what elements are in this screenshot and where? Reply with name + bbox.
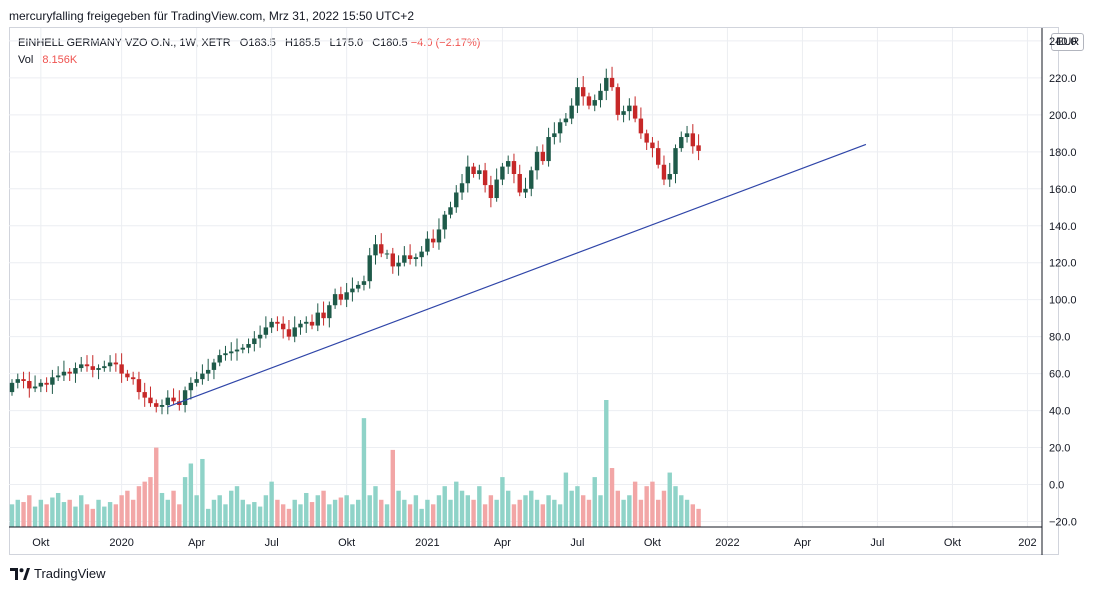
tradingview-logo-icon bbox=[10, 567, 30, 580]
share-header: mercuryfalling freigegeben für TradingVi… bbox=[9, 9, 414, 23]
volume-value: 8.156K bbox=[42, 54, 78, 66]
symbol-legend: EINHELL GERMANY VZO O.N., 1W, XETR O183.… bbox=[18, 35, 480, 69]
volume-line: Vol 8.156K bbox=[18, 52, 480, 69]
footer-brand: TradingView bbox=[34, 566, 106, 581]
volume-label[interactable]: Vol bbox=[18, 54, 34, 66]
low-value: L175.0 bbox=[329, 37, 364, 49]
high-value: H185.5 bbox=[284, 37, 321, 49]
open-value: O183.5 bbox=[239, 37, 276, 49]
change-value: −4.0 (−2.17%) bbox=[410, 37, 481, 49]
close-value: C180.5 bbox=[372, 37, 408, 49]
symbol-name[interactable]: EINHELL GERMANY VZO O.N., 1W, XETR bbox=[18, 37, 231, 49]
chart-frame[interactable] bbox=[9, 27, 1059, 555]
tradingview-footer[interactable]: TradingView bbox=[10, 566, 106, 581]
ohlc-line: EINHELL GERMANY VZO O.N., 1W, XETR O183.… bbox=[18, 35, 480, 52]
currency-badge[interactable]: EUR bbox=[1051, 33, 1085, 51]
